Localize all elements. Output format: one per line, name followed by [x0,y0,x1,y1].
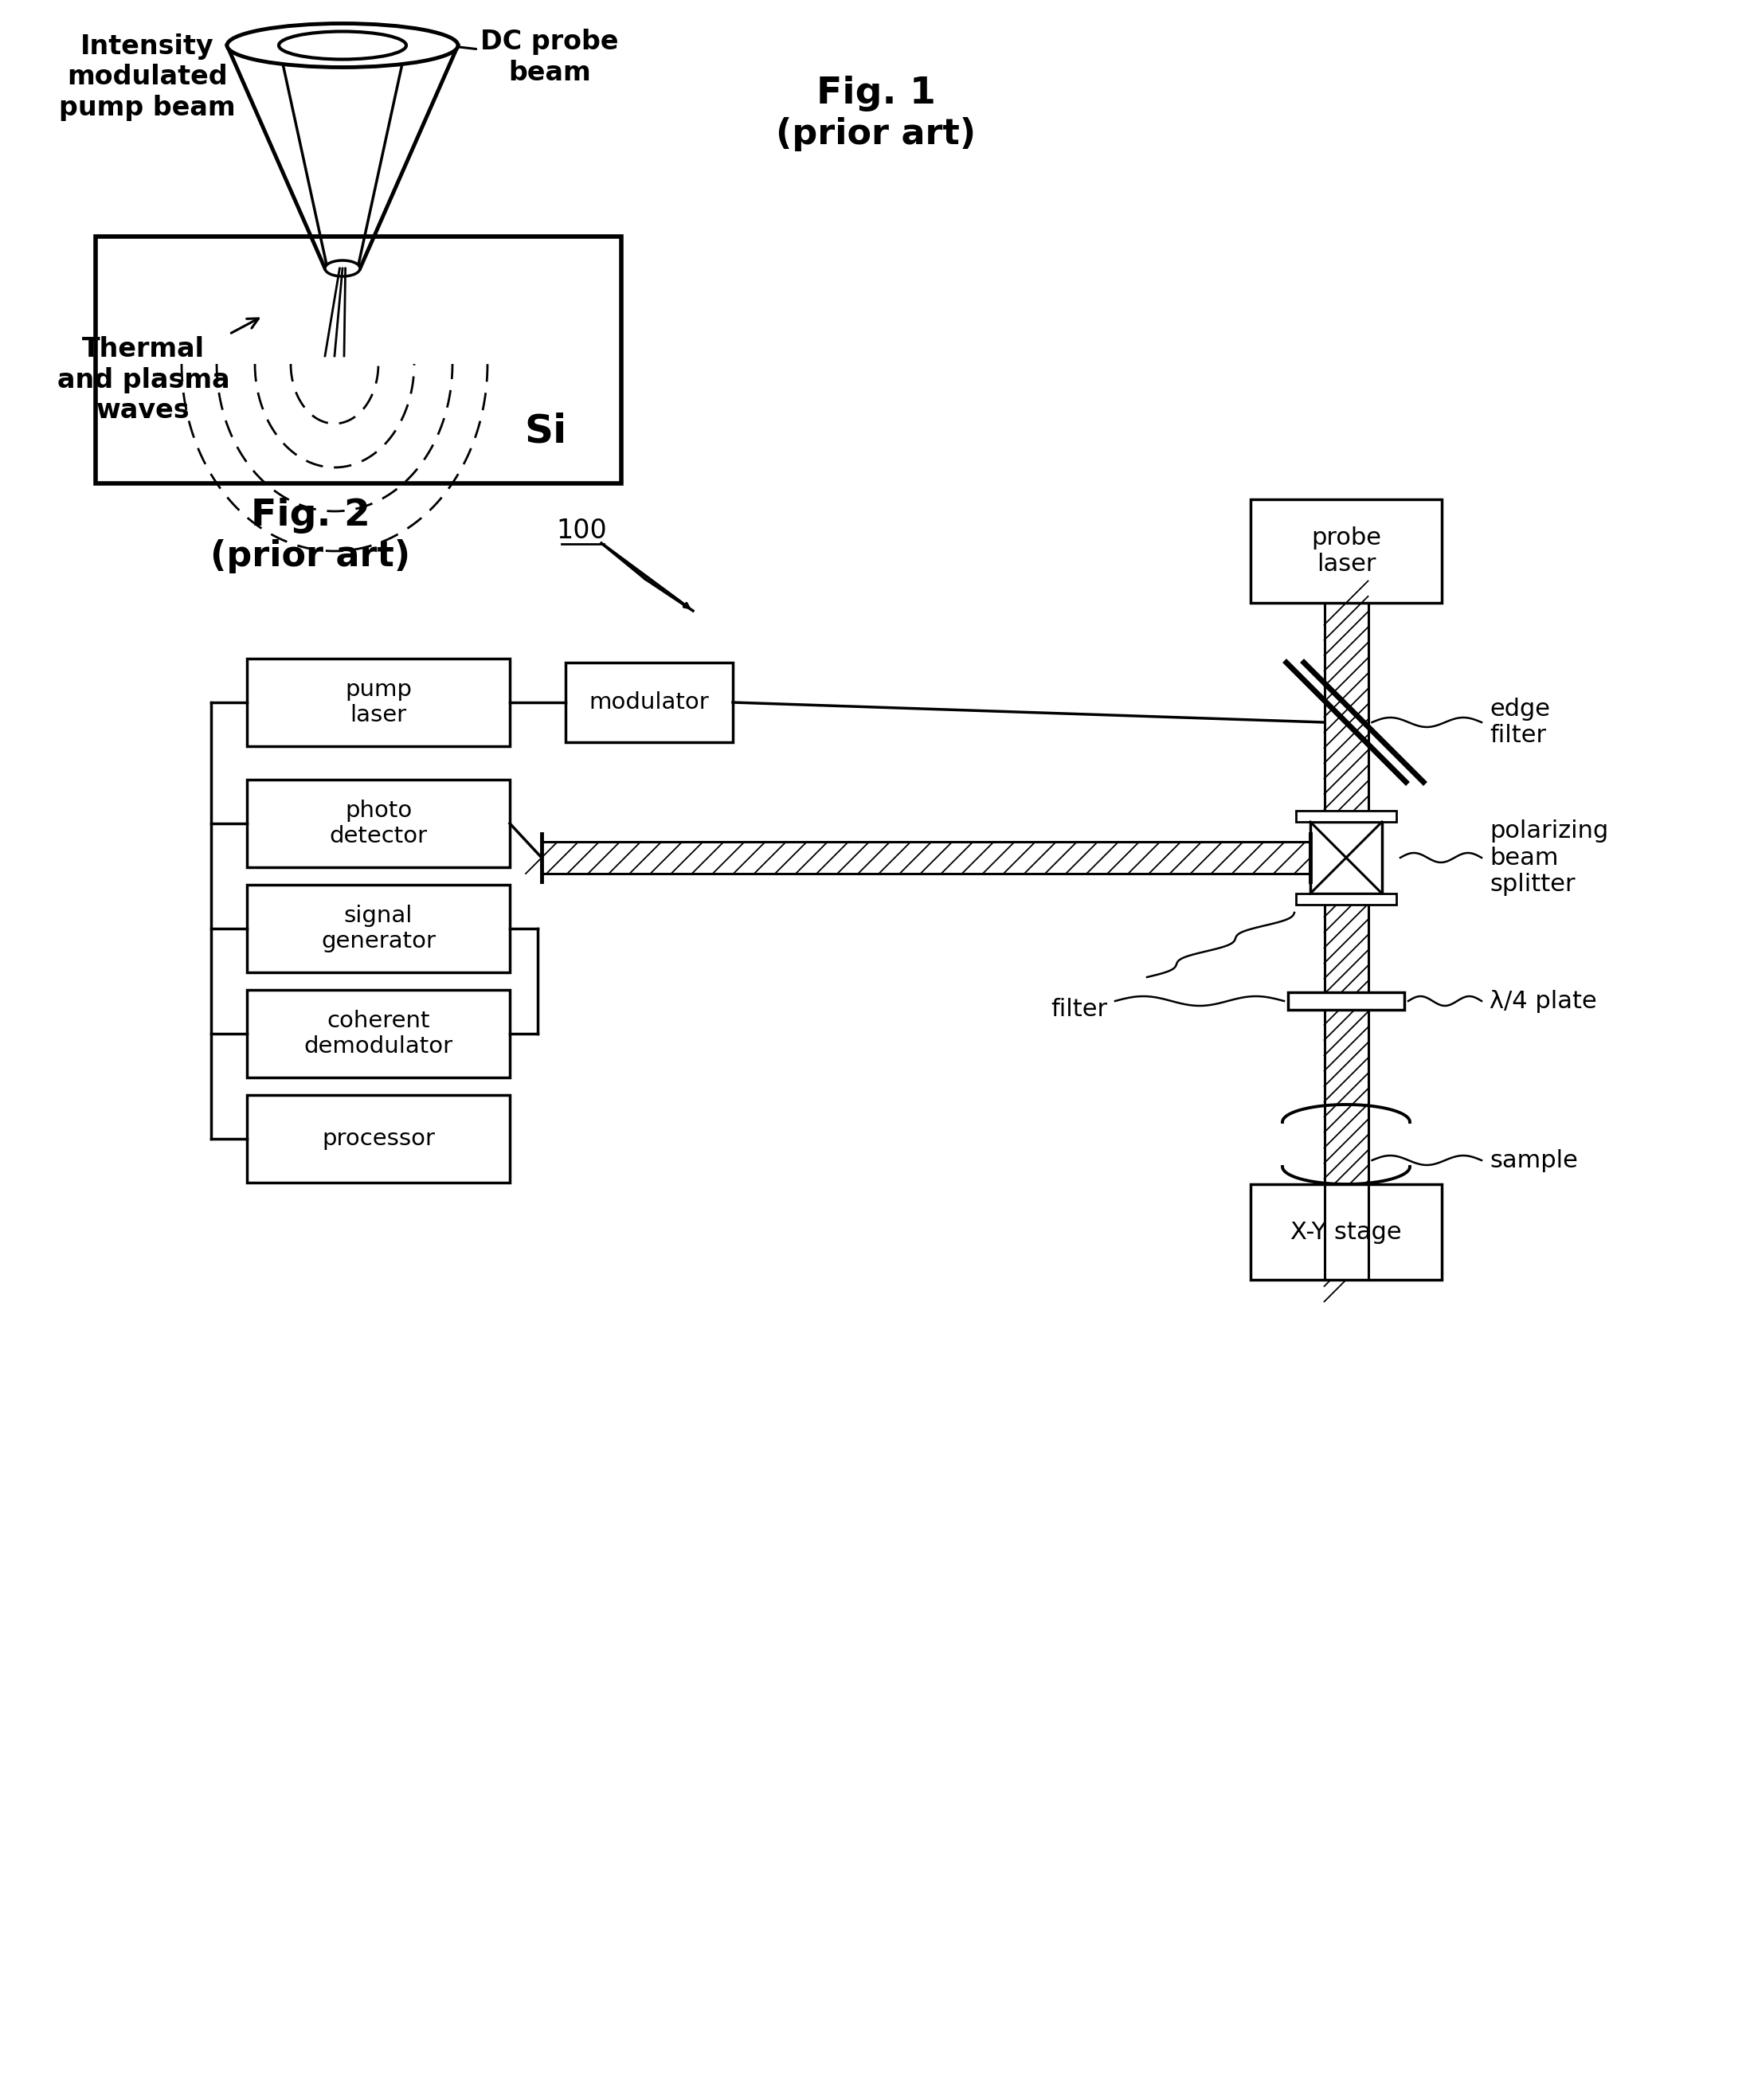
Ellipse shape [227,23,457,67]
Bar [246,884,510,972]
Text: edge
filter: edge filter [1489,697,1550,748]
Text: (prior art): (prior art) [777,118,976,151]
Text: filter: filter [1051,998,1107,1021]
Ellipse shape [279,32,407,59]
Text: Si: Si [524,412,567,451]
Text: pump
laser: pump laser [346,678,412,727]
Text: Fig. 2: Fig. 2 [251,498,370,533]
Bar [1250,1184,1442,1279]
Text: coherent
demodulator: coherent demodulator [304,1010,452,1058]
Bar [246,659,510,746]
Text: DC probe
beam: DC probe beam [379,29,618,86]
Ellipse shape [325,260,360,277]
Text: photo
detector: photo detector [330,800,428,848]
Text: (prior art): (prior art) [211,540,410,573]
Text: Intensity
modulated
pump beam: Intensity modulated pump beam [59,34,293,122]
Bar [1250,500,1442,603]
Text: probe
laser: probe laser [1311,527,1381,575]
Text: Fig. 1: Fig. 1 [817,76,936,111]
Bar [1289,993,1404,1010]
Bar [246,779,510,867]
Text: modulator: modulator [588,691,709,714]
Text: X-Y stage: X-Y stage [1290,1220,1402,1243]
Bar [1296,811,1397,821]
Text: λ/4 plate: λ/4 plate [1489,989,1598,1012]
Bar [246,1094,510,1182]
Text: sample: sample [1489,1149,1578,1172]
Text: 100: 100 [555,519,608,544]
Bar [246,989,510,1077]
Text: Thermal
and plasma
waves: Thermal and plasma waves [58,319,258,424]
Bar [1310,821,1383,892]
Text: polarizing
beam
splitter: polarizing beam splitter [1489,819,1608,897]
Text: signal
generator: signal generator [321,905,436,953]
Bar [566,664,733,741]
Text: processor: processor [321,1128,435,1151]
Bar [96,237,622,483]
Bar [1296,892,1397,905]
